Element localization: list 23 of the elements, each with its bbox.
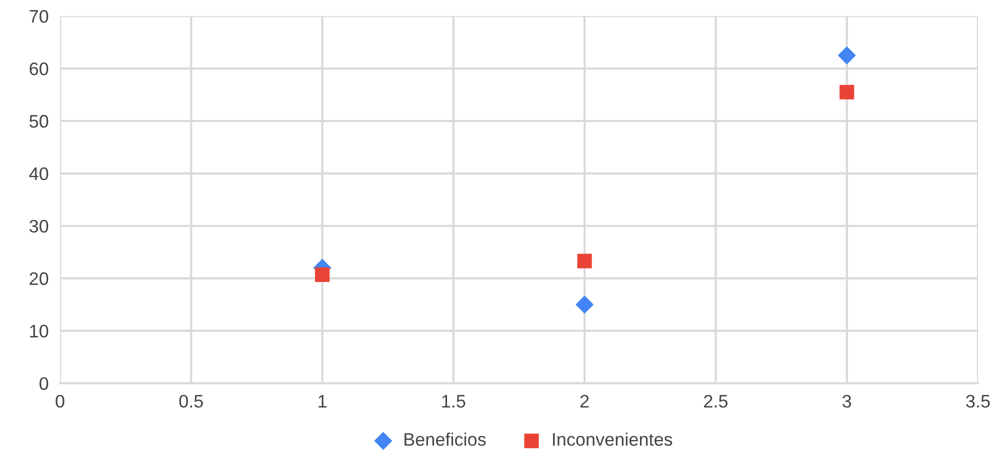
x-tick-label: 1 <box>318 395 326 408</box>
y-tick-label: 70 <box>30 10 48 23</box>
legend-label: Inconvenientes <box>553 432 672 446</box>
x-tick-label: 3 <box>842 394 852 408</box>
y-tick-label: 40 <box>29 167 48 180</box>
y-tick-label: 0 <box>40 377 48 390</box>
y-tick-label: 50 <box>30 114 48 128</box>
y-tick-label: 30 <box>29 220 48 233</box>
x-tick-label: 2.5 <box>704 394 728 408</box>
x-tick-label: 1.5 <box>442 395 466 408</box>
point <box>315 267 330 282</box>
x-tick-label: 0.5 <box>179 394 203 408</box>
x-tick-label: 2 <box>580 394 589 408</box>
point <box>577 254 592 268</box>
point <box>840 84 854 100</box>
x-tick-label: 0 <box>56 394 64 408</box>
legend-label: Beneficios <box>404 432 486 446</box>
x-tick-label: 3.5 <box>966 394 990 408</box>
point <box>838 46 856 64</box>
point <box>576 296 594 314</box>
y-tick-label: 20 <box>30 272 48 286</box>
y-tick-label: 60 <box>30 62 48 76</box>
y-tick-label: 10 <box>30 324 48 338</box>
